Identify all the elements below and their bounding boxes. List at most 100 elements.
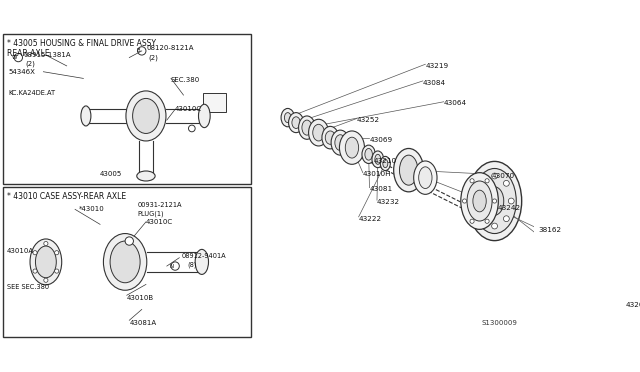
- Text: W: W: [12, 55, 18, 60]
- Text: B: B: [136, 48, 140, 54]
- Circle shape: [14, 54, 22, 62]
- Text: 43010C: 43010C: [175, 106, 202, 112]
- Text: (2): (2): [25, 60, 35, 67]
- Text: PLUG(1): PLUG(1): [138, 210, 164, 217]
- Ellipse shape: [346, 137, 358, 158]
- Ellipse shape: [35, 246, 56, 278]
- Text: 43206: 43206: [625, 302, 640, 308]
- Circle shape: [493, 199, 497, 203]
- Circle shape: [492, 173, 497, 179]
- Circle shape: [44, 241, 48, 246]
- Ellipse shape: [313, 124, 324, 141]
- Bar: [3, 34, 251, 185]
- Circle shape: [492, 223, 497, 229]
- Ellipse shape: [394, 148, 424, 192]
- Ellipse shape: [339, 131, 364, 164]
- Ellipse shape: [325, 131, 335, 144]
- Text: REAR AXLE: REAR AXLE: [6, 49, 49, 58]
- Circle shape: [54, 251, 59, 255]
- Circle shape: [138, 47, 146, 55]
- Text: KC.KA24DE.AT: KC.KA24DE.AT: [8, 90, 56, 96]
- Circle shape: [485, 219, 489, 223]
- Text: 43222: 43222: [358, 215, 381, 222]
- Ellipse shape: [399, 155, 418, 185]
- Text: (8): (8): [188, 261, 197, 267]
- Circle shape: [463, 199, 467, 203]
- Ellipse shape: [289, 113, 303, 133]
- Ellipse shape: [299, 116, 316, 139]
- Text: 43084: 43084: [423, 80, 446, 86]
- Circle shape: [33, 251, 37, 255]
- Circle shape: [54, 269, 59, 273]
- Circle shape: [485, 179, 489, 183]
- Ellipse shape: [413, 161, 437, 194]
- Ellipse shape: [198, 104, 210, 128]
- Text: (2): (2): [148, 54, 158, 61]
- Circle shape: [33, 269, 37, 273]
- Text: *43010: *43010: [79, 206, 105, 212]
- Circle shape: [504, 216, 509, 222]
- Circle shape: [171, 262, 179, 270]
- Circle shape: [504, 180, 509, 186]
- Ellipse shape: [137, 171, 155, 181]
- Text: SEC.380: SEC.380: [171, 77, 200, 83]
- Text: 43232: 43232: [377, 199, 400, 205]
- Ellipse shape: [104, 234, 147, 290]
- Circle shape: [470, 179, 474, 183]
- Circle shape: [125, 237, 134, 245]
- Ellipse shape: [467, 181, 492, 221]
- Ellipse shape: [365, 148, 372, 160]
- Bar: [203, 93, 226, 112]
- Circle shape: [470, 219, 474, 223]
- Text: 43081: 43081: [369, 186, 392, 192]
- Text: 43064: 43064: [444, 100, 467, 106]
- Circle shape: [508, 198, 514, 204]
- Ellipse shape: [380, 156, 390, 171]
- Ellipse shape: [331, 130, 349, 155]
- Text: 43081A: 43081A: [129, 320, 156, 326]
- Ellipse shape: [292, 117, 300, 128]
- Text: 08120-8121A: 08120-8121A: [147, 45, 195, 51]
- Text: 43010B: 43010B: [127, 295, 154, 301]
- Ellipse shape: [81, 106, 91, 126]
- Text: 43242: 43242: [498, 205, 521, 211]
- Ellipse shape: [322, 126, 339, 149]
- Circle shape: [475, 198, 481, 204]
- Ellipse shape: [461, 173, 499, 230]
- Circle shape: [44, 278, 48, 282]
- Text: 43010H: 43010H: [363, 171, 392, 177]
- Ellipse shape: [383, 159, 388, 168]
- Text: SEE SEC.380: SEE SEC.380: [6, 284, 49, 290]
- Ellipse shape: [195, 249, 209, 275]
- Ellipse shape: [132, 99, 159, 134]
- Text: 43010A: 43010A: [6, 248, 34, 254]
- Text: 38162: 38162: [538, 227, 561, 233]
- Text: * 43010 CASE ASSY-REAR AXLE: * 43010 CASE ASSY-REAR AXLE: [6, 192, 126, 201]
- Ellipse shape: [302, 120, 312, 135]
- Ellipse shape: [467, 161, 522, 241]
- Text: 43252: 43252: [357, 117, 380, 123]
- Ellipse shape: [362, 145, 375, 163]
- Ellipse shape: [473, 169, 516, 234]
- Ellipse shape: [30, 239, 61, 285]
- Ellipse shape: [485, 187, 504, 215]
- Ellipse shape: [419, 167, 432, 189]
- Ellipse shape: [375, 154, 381, 164]
- Text: 00931-2121A: 00931-2121A: [138, 202, 182, 208]
- Ellipse shape: [473, 190, 486, 212]
- Circle shape: [480, 216, 486, 222]
- Ellipse shape: [126, 91, 166, 141]
- Text: 43005: 43005: [100, 171, 122, 177]
- Text: N: N: [170, 264, 174, 269]
- Bar: [3, 187, 251, 337]
- Circle shape: [189, 125, 195, 132]
- Text: 08915-1381A: 08915-1381A: [23, 52, 71, 58]
- Ellipse shape: [110, 241, 140, 283]
- Ellipse shape: [335, 135, 346, 151]
- Text: 43219: 43219: [426, 63, 449, 69]
- Text: S1300009: S1300009: [481, 320, 517, 326]
- Text: 43070: 43070: [492, 173, 515, 179]
- Ellipse shape: [284, 113, 291, 123]
- Text: 43210: 43210: [374, 158, 397, 164]
- Ellipse shape: [308, 119, 328, 146]
